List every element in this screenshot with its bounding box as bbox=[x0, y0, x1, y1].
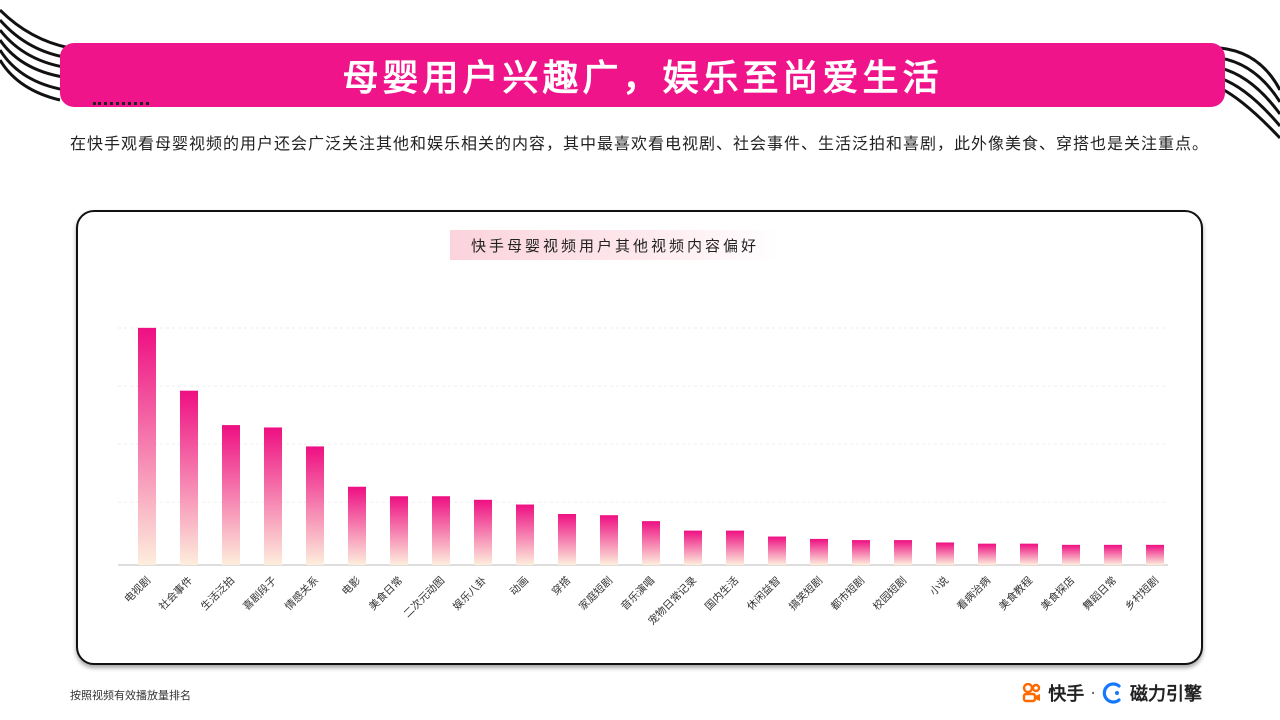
bar-10 bbox=[558, 514, 576, 565]
decorative-dots bbox=[93, 102, 149, 109]
bar-9 bbox=[516, 504, 534, 565]
x-tick-label: 动画 bbox=[508, 575, 531, 598]
x-tick-label: 国内生活 bbox=[702, 574, 741, 613]
chart-card: 电视剧 社会事件 生活泛拍 喜剧段子 情感关系 电影 美食日常 二次元动图 娱乐八卦 动画 穿搭 家庭… bbox=[76, 210, 1203, 665]
x-tick-label: 美食教程 bbox=[996, 574, 1035, 613]
bar-18 bbox=[894, 540, 912, 565]
chart-title: 快手母婴视频用户其他视频内容偏好 bbox=[470, 236, 759, 255]
x-tick-label: 美食探店 bbox=[1038, 574, 1077, 613]
x-tick-label: 美食日常 bbox=[366, 574, 405, 613]
x-tick-label: 电视剧 bbox=[122, 574, 153, 605]
brand-kuaishou: 快手 bbox=[1048, 684, 1085, 705]
x-tick-label: 音乐演唱 bbox=[618, 574, 657, 613]
x-tick-label: 社会事件 bbox=[156, 574, 195, 613]
x-tick-label: 喜剧段子 bbox=[240, 574, 279, 613]
bar-21 bbox=[1020, 543, 1038, 565]
bar-13 bbox=[684, 530, 702, 565]
brand-separator: · bbox=[1090, 682, 1096, 704]
brand-cili: 磁力引擎 bbox=[1130, 684, 1202, 705]
bar-24 bbox=[1146, 544, 1164, 565]
bar-2 bbox=[222, 425, 240, 565]
bar-23 bbox=[1104, 544, 1122, 565]
bar-22 bbox=[1062, 544, 1080, 565]
x-tick-label: 看病治病 bbox=[954, 574, 993, 613]
bar-7 bbox=[432, 496, 450, 565]
bar-14 bbox=[726, 530, 744, 565]
x-tick-label: 休闲益智 bbox=[744, 574, 783, 613]
bar-12 bbox=[642, 521, 660, 565]
bar-11 bbox=[600, 515, 618, 565]
x-tick-label: 都市短剧 bbox=[828, 574, 867, 613]
x-tick-label: 二次元动图 bbox=[401, 574, 447, 620]
bar-20 bbox=[978, 543, 996, 565]
brand-logo: 快手 · 磁力引擎 bbox=[1022, 680, 1202, 706]
bar-6 bbox=[390, 496, 408, 565]
bar-3 bbox=[264, 427, 282, 565]
bar-8 bbox=[474, 499, 492, 565]
x-tick-label: 情感关系 bbox=[282, 574, 321, 613]
bar-4 bbox=[306, 446, 324, 565]
bar-5 bbox=[348, 486, 366, 565]
title-banner: 母婴用户兴趣广，娱乐至尚爱生活 bbox=[60, 43, 1225, 107]
x-tick-label: 舞蹈日常 bbox=[1080, 574, 1119, 613]
x-tick-label: 校园短剧 bbox=[870, 574, 909, 613]
decorative-stripes-right bbox=[1220, 46, 1280, 140]
x-tick-label: 娱乐八卦 bbox=[450, 574, 489, 613]
bar-1 bbox=[180, 390, 198, 565]
x-tick-label: 小说 bbox=[927, 574, 951, 598]
x-tick-label: 生活泛拍 bbox=[198, 574, 237, 613]
bar-0 bbox=[138, 327, 156, 565]
page-title: 母婴用户兴趣广，娱乐至尚爱生活 bbox=[342, 57, 943, 99]
x-tick-label: 电影 bbox=[339, 574, 363, 598]
x-tick-label: 乡村短剧 bbox=[1122, 574, 1161, 613]
footnote: 按照视频有效播放量排名 bbox=[70, 689, 191, 702]
bar-16 bbox=[810, 538, 828, 565]
cili-logo-icon bbox=[1102, 682, 1121, 704]
bar-19 bbox=[936, 542, 954, 565]
x-tick-label: 穿搭 bbox=[549, 574, 573, 598]
chart-title-box: 快手母婴视频用户其他视频内容偏好 bbox=[450, 230, 780, 260]
intro-paragraph: 在快手观看母婴视频的用户还会广泛关注其他和娱乐相关的内容，其中最喜欢看电视剧、社… bbox=[70, 134, 1210, 153]
x-tick-label: 搞笑短剧 bbox=[786, 574, 825, 613]
kuaishou-logo-icon bbox=[1023, 683, 1041, 703]
bar-15 bbox=[768, 536, 786, 565]
x-tick-label: 家庭短剧 bbox=[576, 574, 615, 613]
decorative-stripes-left bbox=[0, 8, 70, 102]
bar-17 bbox=[852, 540, 870, 565]
